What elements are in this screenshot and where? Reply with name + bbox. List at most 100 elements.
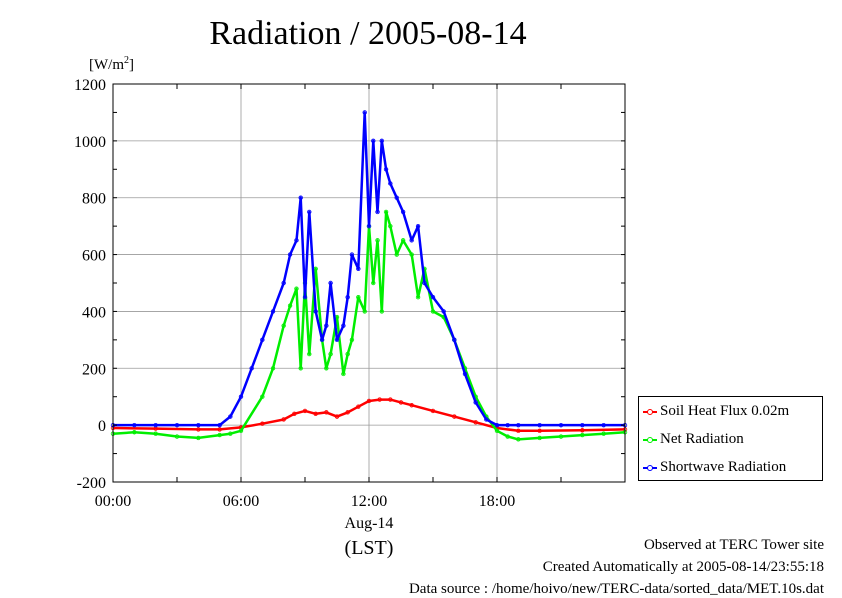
data-point (132, 422, 137, 428)
data-point (356, 266, 361, 271)
data-point (505, 422, 510, 428)
data-point (516, 422, 521, 428)
data-point (394, 252, 399, 257)
data-point (400, 238, 406, 243)
data-point (341, 371, 346, 377)
data-point (238, 394, 244, 399)
y-unit-superscript: 2 (124, 55, 129, 66)
data-point (430, 295, 436, 300)
data-point (313, 411, 318, 416)
data-point (302, 408, 308, 414)
data-point (356, 295, 361, 300)
data-point (371, 280, 376, 286)
data-point (580, 428, 585, 433)
y-unit-suffix: ] (129, 57, 134, 73)
legend-label: Soil Heat Flux 0.02m (660, 403, 790, 419)
y-tick-label: 0 (98, 418, 106, 435)
data-point (294, 286, 299, 291)
data-point (601, 431, 606, 436)
legend: Soil Heat Flux 0.02m Net Radiation Short… (638, 396, 823, 481)
data-point (371, 138, 376, 144)
data-point (377, 397, 382, 402)
data-point (281, 323, 286, 328)
data-point (537, 428, 542, 434)
data-point (328, 280, 333, 286)
data-point (196, 422, 201, 428)
data-point (494, 428, 500, 434)
data-point (375, 238, 380, 243)
data-point (345, 410, 350, 415)
y-tick-label: -200 (77, 475, 106, 492)
data-point (473, 420, 478, 425)
data-point (383, 167, 389, 172)
data-point (379, 309, 384, 314)
y-axis-unit-label: [W/m2] (89, 52, 134, 74)
legend-marker-red (643, 407, 657, 417)
data-point (313, 309, 318, 314)
data-point (324, 410, 329, 415)
x-tick-label: 00:00 (95, 493, 131, 510)
data-point (409, 403, 414, 408)
data-point (362, 309, 367, 314)
data-point (362, 110, 367, 115)
data-point (462, 371, 468, 377)
data-point (473, 400, 478, 405)
axis-ticks: -200 0 200 400 600 800 1000 1200 00:00 06:00 12:00… (74, 77, 626, 510)
data-point (409, 252, 414, 257)
data-point (270, 366, 276, 371)
x-axis-timezone-label: (LST) (344, 537, 394, 559)
data-point (281, 417, 286, 422)
data-point (388, 181, 393, 186)
data-point (379, 138, 384, 144)
legend-item-shortwave-radiation: Shortwave Radiation (643, 457, 786, 477)
legend-label: Shortwave Radiation (660, 459, 787, 475)
data-point (249, 366, 254, 371)
data-point (516, 428, 521, 434)
data-point (324, 366, 329, 371)
data-point (349, 337, 355, 343)
data-point (196, 435, 201, 441)
y-tick-label: 1000 (74, 134, 106, 151)
data-point (400, 209, 406, 215)
data-point (153, 422, 158, 428)
x-tick-label: 06:00 (223, 493, 259, 510)
data-point (341, 323, 346, 328)
data-point (260, 394, 265, 399)
data-point (302, 295, 308, 300)
data-point (238, 428, 244, 434)
legend-label: Net Radiation (660, 431, 744, 447)
data-point (484, 417, 489, 422)
data-point (356, 404, 361, 409)
data-point (260, 421, 265, 426)
data-point (294, 238, 299, 243)
data-point (430, 408, 436, 414)
footer-site: Observed at TERC Tower site (643, 537, 824, 553)
data-point (537, 435, 542, 441)
y-tick-label: 200 (82, 361, 106, 378)
data-point (422, 280, 427, 286)
data-point (292, 411, 297, 416)
data-point (287, 252, 293, 257)
x-axis-date-label: Aug-14 (344, 515, 394, 532)
legend-item-net-radiation: Net Radiation (643, 429, 744, 449)
data-point (260, 337, 265, 343)
data-point (287, 303, 293, 308)
y-unit-prefix: [W/m (89, 57, 124, 73)
data-point (324, 323, 329, 328)
data-point (345, 351, 350, 357)
grid-lines (113, 83, 625, 483)
data-point (217, 422, 222, 428)
data-point (307, 209, 312, 215)
data-point (505, 434, 510, 439)
data-point (132, 430, 137, 435)
data-point (281, 280, 286, 286)
data-point (452, 414, 457, 419)
data-point (307, 351, 312, 357)
data-point (375, 209, 380, 215)
data-point (580, 432, 585, 438)
data-point (217, 427, 222, 432)
data-point (580, 422, 585, 428)
series-line-2 (113, 111, 625, 427)
footer-created: Created Automatically at 2005-08-14/23:5… (542, 559, 824, 575)
